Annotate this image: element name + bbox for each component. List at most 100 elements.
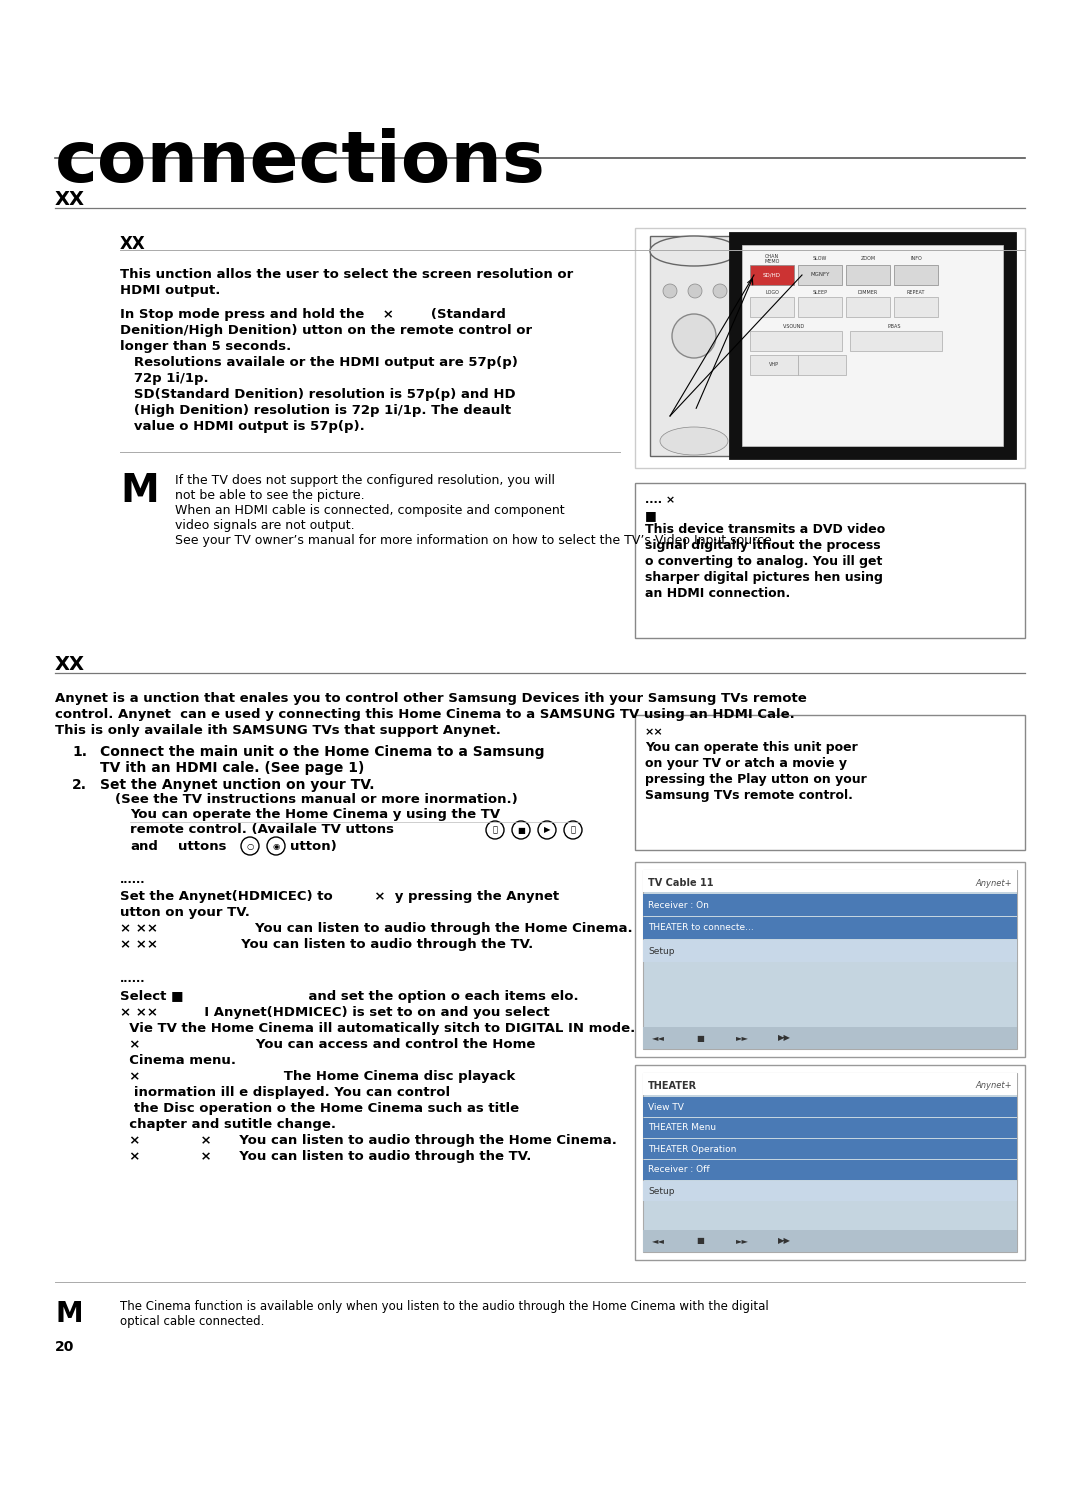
Text: 20: 20 [55, 1340, 75, 1355]
Text: You can operate this unit poer: You can operate this unit poer [645, 742, 858, 753]
Bar [894, 297, 939, 316]
Bar [643, 1159, 1017, 1180]
Text: This device transmits a DVD video: This device transmits a DVD video [645, 524, 886, 536]
Text: pressing the Play utton on your: pressing the Play utton on your [645, 773, 867, 786]
Text: chapter and sutitle change.: chapter and sutitle change. [120, 1118, 336, 1131]
Text: You can operate the Home Cinema y using the TV: You can operate the Home Cinema y using … [130, 809, 500, 821]
Bar [643, 870, 1017, 1049]
Bar [643, 894, 1017, 916]
Text: XX: XX [55, 655, 85, 674]
Bar [750, 331, 842, 351]
Bar [635, 228, 1025, 468]
Text: ◄◄: ◄◄ [651, 1034, 664, 1043]
Text: LOGO: LOGO [765, 291, 779, 295]
Text: ▶: ▶ [543, 825, 550, 834]
Text: ZOOM: ZOOM [861, 257, 876, 261]
Text: ◉: ◉ [272, 841, 280, 850]
Text: ......: ...... [120, 974, 146, 985]
Text: optical cable connected.: optical cable connected. [120, 1314, 265, 1328]
Text: SLOW: SLOW [813, 257, 827, 261]
Text: Connect the main unit o the Home Cinema to a Samsung: Connect the main unit o the Home Cinema … [100, 745, 544, 759]
Text: MGNFY: MGNFY [810, 273, 829, 278]
Text: When an HDMI cable is connected, composite and component: When an HDMI cable is connected, composi… [175, 504, 565, 518]
Text: M: M [120, 471, 159, 510]
Text: XX: XX [55, 189, 85, 209]
Circle shape [688, 283, 702, 298]
Text: V.SOUND: V.SOUND [783, 324, 805, 330]
Text: Denition/High Denition) utton on the remote control or: Denition/High Denition) utton on the rem… [120, 324, 532, 337]
Text: connections: connections [55, 128, 545, 197]
Text: .... ×: .... × [645, 495, 675, 504]
Text: (High Denition) resolution is 72p 1i/1p. The deault: (High Denition) resolution is 72p 1i/1p.… [120, 404, 511, 416]
Bar [643, 1229, 1017, 1252]
Text: ×                         You can access and control the Home: × You can access and control the Home [120, 1038, 536, 1050]
Text: ▶▶: ▶▶ [778, 1237, 791, 1246]
Text: VHP: VHP [769, 363, 779, 367]
Bar [894, 266, 939, 285]
Bar [798, 266, 842, 285]
Text: ⏩: ⏩ [570, 825, 576, 834]
Bar [650, 236, 738, 457]
Text: Set the Anynet(HDMICEC) to         ×  y pressing the Anynet: Set the Anynet(HDMICEC) to × y pressing … [120, 891, 559, 903]
Text: ××: ×× [645, 727, 664, 737]
Text: SD/HD: SD/HD [762, 273, 781, 278]
Text: inormation ill e displayed. You can control: inormation ill e displayed. You can cont… [120, 1086, 450, 1100]
Text: In Stop mode press and hold the    ×        (Standard: In Stop mode press and hold the × (Stand… [120, 307, 505, 321]
Text: (See the TV instructions manual or more inormation.): (See the TV instructions manual or more … [114, 794, 517, 806]
Ellipse shape [650, 236, 738, 266]
Bar [850, 331, 942, 351]
Text: Resolutions availale or the HDMI output are 57p(p): Resolutions availale or the HDMI output … [120, 357, 518, 369]
Text: Receiver : Off: Receiver : Off [648, 1165, 710, 1174]
Bar [643, 940, 1017, 962]
Bar [643, 1118, 1017, 1138]
Bar [798, 355, 846, 374]
Bar [643, 1182, 1017, 1201]
Text: × ××                     You can listen to audio through the Home Cinema.: × ×× You can listen to audio through the… [120, 922, 633, 935]
Text: This is only availale ith SAMSUNG TVs that support Anynet.: This is only availale ith SAMSUNG TVs th… [55, 724, 501, 737]
Text: not be able to see the picture.: not be able to see the picture. [175, 489, 365, 501]
Bar [846, 266, 890, 285]
Bar [635, 483, 1025, 639]
Text: TV ith an HDMI cale. (See page 1): TV ith an HDMI cale. (See page 1) [100, 761, 364, 774]
Circle shape [663, 283, 677, 298]
Circle shape [713, 283, 727, 298]
Text: SLEEP: SLEEP [812, 291, 827, 295]
Bar [643, 918, 1017, 938]
Text: The Cinema function is available only when you listen to the audio through the H: The Cinema function is available only wh… [120, 1300, 769, 1313]
Bar [643, 1097, 1017, 1118]
Bar [643, 870, 1017, 892]
Text: video signals are not output.: video signals are not output. [175, 519, 354, 533]
Text: Anynet is a unction that enales you to control other Samsung Devices ith your Sa: Anynet is a unction that enales you to c… [55, 692, 807, 706]
Bar [846, 297, 890, 316]
Text: and: and [130, 840, 158, 853]
Text: Vie TV the Home Cinema ill automatically sitch to DIGITAL IN mode.: Vie TV the Home Cinema ill automatically… [120, 1022, 635, 1035]
Circle shape [512, 821, 530, 839]
Text: ×             ×      You can listen to audio through the Home Cinema.: × × You can listen to audio through the … [120, 1134, 617, 1147]
Ellipse shape [660, 427, 728, 455]
Text: THEATER Menu: THEATER Menu [648, 1123, 716, 1132]
Text: View TV: View TV [648, 1103, 684, 1112]
Circle shape [267, 837, 285, 855]
Bar [643, 1073, 1017, 1252]
Text: SD(Standard Denition) resolution is 57p(p) and HD: SD(Standard Denition) resolution is 57p(… [120, 388, 515, 401]
Text: TV Cable 11: TV Cable 11 [648, 877, 714, 888]
Text: CHAN
MEMO: CHAN MEMO [765, 254, 780, 264]
Text: Set the Anynet unction on your TV.: Set the Anynet unction on your TV. [100, 777, 375, 792]
Text: P.BAS: P.BAS [888, 324, 901, 330]
Text: This unction allos the user to select the screen resolution or: This unction allos the user to select th… [120, 269, 573, 280]
Circle shape [241, 837, 259, 855]
Bar [750, 266, 794, 285]
Text: HDMI output.: HDMI output. [120, 283, 220, 297]
Bar [643, 1138, 1017, 1159]
Text: REPEAT: REPEAT [907, 291, 926, 295]
Text: an HDMI connection.: an HDMI connection. [645, 586, 791, 600]
Text: See your TV owner’s manual for more information on how to select the TV’s Video : See your TV owner’s manual for more info… [175, 534, 775, 548]
Bar [643, 1026, 1017, 1049]
Text: ×             ×      You can listen to audio through the TV.: × × You can listen to audio through the … [120, 1150, 531, 1162]
Circle shape [538, 821, 556, 839]
Text: Receiver : On: Receiver : On [648, 901, 708, 910]
Bar [742, 245, 1003, 446]
Text: THEATER Operation: THEATER Operation [648, 1144, 737, 1153]
Text: Setup: Setup [648, 946, 675, 955]
Text: INFO: INFO [910, 257, 922, 261]
